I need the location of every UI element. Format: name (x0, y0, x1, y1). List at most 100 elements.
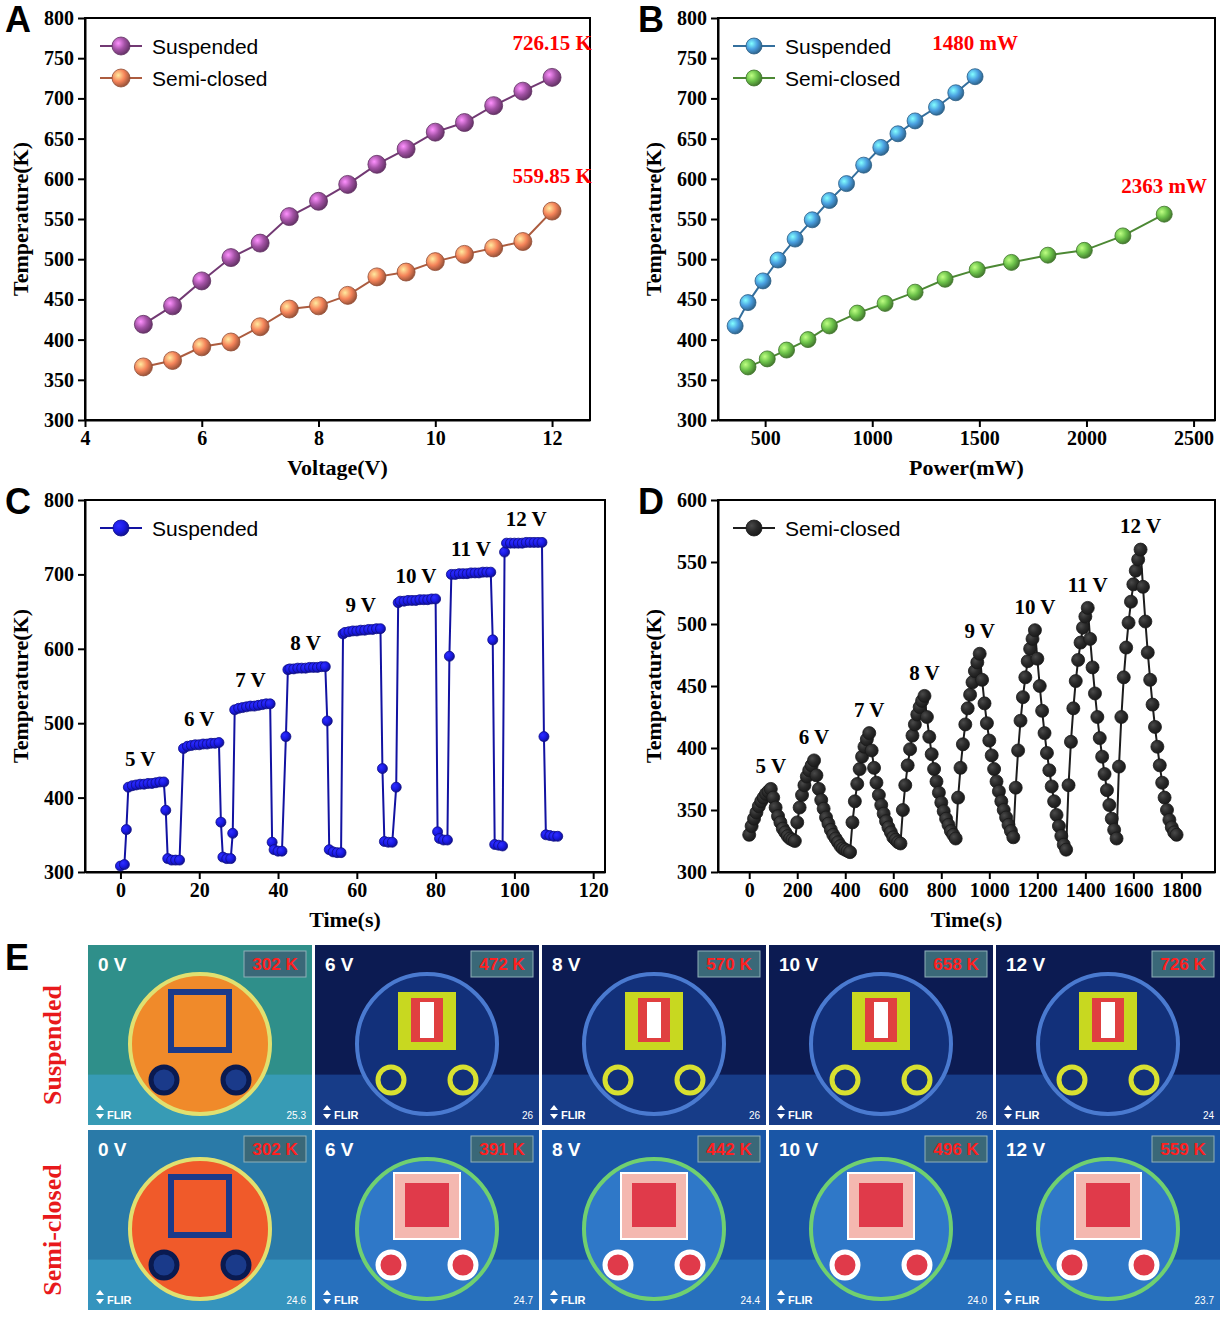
marker (896, 804, 909, 817)
legend-swatch-marker (746, 70, 762, 86)
legend-label: Suspended (152, 35, 258, 58)
marker (426, 123, 444, 141)
marker (1076, 242, 1092, 258)
marker (959, 718, 972, 731)
x-tick-label: 6 (197, 427, 207, 449)
x-tick-mark (199, 872, 201, 879)
x-tick: 0 (116, 872, 126, 901)
marker (1144, 673, 1157, 686)
y-tick-label: 600 (677, 489, 707, 511)
marker (920, 711, 933, 724)
x-tick-mark (593, 872, 595, 879)
frame-brand: FLIR (788, 1109, 812, 1121)
marker (1151, 740, 1164, 753)
device-body (584, 1159, 724, 1299)
legend-swatch-marker (746, 520, 762, 536)
plot-area (134, 68, 561, 376)
marker (928, 763, 941, 776)
x-tick-label: 1500 (960, 427, 1000, 449)
legend: Suspended Semi-closed (100, 35, 268, 90)
legend-item: Semi-closed (100, 67, 268, 90)
frame-brand: FLIR (788, 1294, 812, 1306)
y-tick-label: 800 (44, 7, 74, 29)
marker (873, 139, 889, 155)
thermal-frame: 8 V442 KFLIR24.4 (542, 1130, 766, 1310)
y-tick-label: 400 (44, 787, 74, 809)
y-tick-label: 450 (677, 288, 707, 310)
legend: Suspended (100, 517, 258, 540)
plot-frame (718, 18, 1215, 420)
marker (1072, 653, 1085, 666)
frame-background (769, 1130, 993, 1310)
marker (978, 697, 991, 710)
legend-label: Semi-closed (785, 67, 901, 90)
x-tick-label: 2000 (1067, 427, 1107, 449)
x-tick: 2000 (1067, 420, 1107, 449)
frame-temperature: 302 K (252, 955, 298, 974)
thermal-frame: 0 V302 KFLIR25.3 (88, 945, 312, 1125)
x-tick-label: 1800 (1162, 879, 1202, 901)
y-tick: 800 (44, 489, 85, 511)
y-tick: 500 (677, 613, 718, 635)
marker (863, 727, 876, 740)
x-tick: 800 (927, 872, 957, 901)
thermal-frame: 10 V496 KFLIR24.0 (769, 1130, 993, 1310)
frame-reading: 25.3 (287, 1110, 307, 1121)
marker (793, 801, 806, 814)
marker (967, 69, 983, 85)
heater (171, 992, 229, 1050)
x-tick-label: 20 (190, 879, 210, 901)
y-tick: 350 (44, 369, 85, 391)
row-label: Semi-closed (38, 1164, 67, 1296)
y-tick: 350 (677, 799, 718, 821)
marker (226, 854, 236, 864)
marker (1033, 680, 1046, 693)
y-axis: 300350400450500550600650700750800 (677, 7, 719, 431)
marker (368, 155, 386, 173)
heater (1075, 1173, 1141, 1239)
marker (277, 846, 287, 856)
heater (848, 1173, 914, 1239)
frame-reading: 24.7 (514, 1295, 534, 1306)
device-body (1038, 974, 1178, 1114)
temperature-box (244, 1136, 306, 1162)
frame-background (88, 945, 312, 1125)
marker (543, 202, 561, 220)
marker (1045, 780, 1058, 793)
x-axis: 020040060080010001200140016001800 (719, 872, 1216, 901)
heater (852, 992, 910, 1050)
x-tick-mark (552, 420, 554, 427)
x-tick: 1000 (853, 420, 893, 449)
marker (759, 351, 775, 367)
x-tick-mark (749, 872, 751, 879)
series-line (143, 77, 552, 324)
legend-swatch-marker (113, 520, 129, 536)
y-tick-mark (711, 748, 718, 750)
marker (1103, 799, 1116, 812)
marker (1031, 652, 1044, 665)
annotation: 8 V (290, 631, 321, 655)
y-tick-label: 650 (44, 128, 74, 150)
thermal-frame: 12 V559 KFLIR23.7 (996, 1130, 1220, 1310)
x-tick: 1400 (1066, 872, 1106, 901)
pad (832, 1252, 858, 1278)
heater-core (1092, 998, 1124, 1042)
x-axis: 020406080100120 (86, 872, 609, 901)
marker (159, 777, 169, 787)
thermal-frame: 6 V391 KFLIR24.7 (315, 1130, 539, 1310)
y-tick: 600 (677, 489, 718, 511)
marker (788, 835, 801, 848)
marker (1156, 206, 1172, 222)
y-tick: 400 (44, 329, 85, 351)
marker (1060, 843, 1073, 856)
annotation: 2363 mW (1121, 174, 1207, 198)
marker (1105, 812, 1118, 825)
x-tick-label: 4 (81, 427, 91, 449)
y-tick-mark (711, 138, 718, 140)
device-body (584, 974, 724, 1114)
y-tick: 400 (677, 737, 718, 759)
x-tick-label: 100 (500, 879, 530, 901)
y-tick: 300 (677, 409, 718, 431)
pad (151, 1252, 177, 1278)
marker (251, 234, 269, 252)
